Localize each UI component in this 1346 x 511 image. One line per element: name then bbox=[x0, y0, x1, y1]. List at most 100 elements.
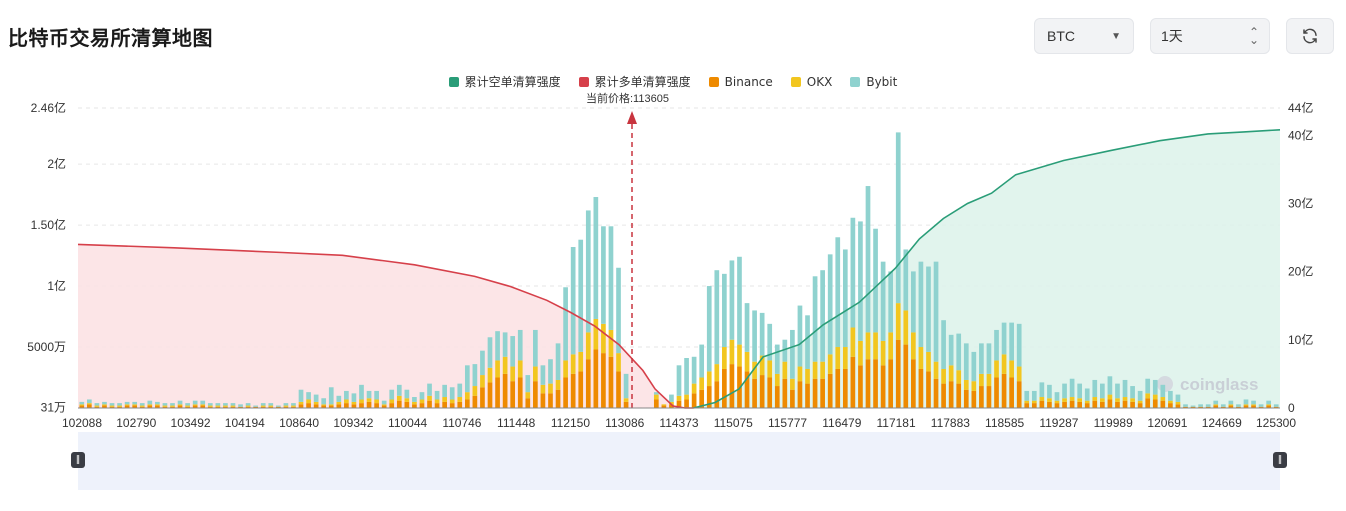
bar-bybit bbox=[200, 400, 206, 405]
bar-binance bbox=[714, 381, 720, 408]
bar-binance bbox=[487, 382, 493, 408]
bar-bybit bbox=[427, 383, 432, 396]
bar-okx bbox=[328, 404, 334, 406]
bar-okx bbox=[661, 404, 667, 406]
bar-binance bbox=[918, 368, 924, 408]
bar-okx bbox=[117, 405, 122, 407]
bar-bybit bbox=[676, 365, 682, 396]
legend-item[interactable]: Binance bbox=[708, 75, 773, 89]
bar-bybit bbox=[767, 323, 773, 361]
bar-binance bbox=[223, 406, 228, 408]
bar-binance bbox=[260, 406, 266, 408]
bar-bybit bbox=[374, 390, 379, 400]
bar-binance bbox=[850, 356, 856, 408]
bar-binance bbox=[1236, 406, 1241, 408]
bar-binance bbox=[653, 399, 659, 408]
bar-bybit bbox=[268, 403, 274, 406]
range-slider-track[interactable] bbox=[78, 432, 1280, 490]
bar-okx bbox=[759, 355, 765, 376]
bar-okx bbox=[744, 351, 750, 372]
legend-label: 累计多单清算强度 bbox=[594, 75, 691, 89]
bar-binance bbox=[419, 403, 425, 408]
range-slider-right-handle[interactable]: ‖ bbox=[1273, 452, 1287, 468]
bar-bybit bbox=[510, 336, 516, 367]
bar-okx bbox=[381, 404, 387, 406]
bar-bybit bbox=[480, 350, 485, 376]
bar-binance bbox=[1031, 403, 1037, 408]
bar-bybit bbox=[495, 331, 500, 361]
x-tick-label: 109342 bbox=[333, 416, 373, 430]
bar-binance bbox=[102, 405, 107, 408]
bar-binance bbox=[275, 406, 281, 408]
bar-okx bbox=[820, 361, 825, 379]
bar-bybit bbox=[147, 400, 153, 405]
y-right-tick-label: 0 bbox=[1288, 401, 1295, 415]
x-tick-label: 108640 bbox=[279, 416, 319, 430]
bar-okx bbox=[933, 361, 939, 379]
bar-bybit bbox=[994, 329, 999, 361]
bar-okx bbox=[177, 404, 183, 406]
bar-bybit bbox=[1107, 376, 1113, 395]
bar-bybit bbox=[139, 403, 145, 406]
bar-bybit bbox=[1152, 379, 1158, 395]
bar-binance bbox=[933, 378, 939, 408]
bar-okx bbox=[684, 394, 689, 400]
bar-binance bbox=[1190, 406, 1196, 408]
bar-bybit bbox=[1258, 404, 1264, 407]
bar-bybit bbox=[298, 389, 304, 402]
bar-bybit bbox=[774, 344, 780, 374]
legend-item[interactable]: OKX bbox=[790, 75, 832, 89]
bar-okx bbox=[767, 360, 773, 378]
refresh-button[interactable] bbox=[1286, 18, 1334, 54]
legend-item[interactable]: 累计空单清算强度 bbox=[448, 73, 561, 90]
bar-binance bbox=[1047, 401, 1052, 408]
bar-okx bbox=[593, 318, 599, 350]
bar-bybit bbox=[865, 186, 871, 333]
bar-bybit bbox=[1016, 323, 1022, 367]
bar-binance bbox=[253, 406, 258, 408]
bar-okx bbox=[963, 379, 969, 390]
chart-legend: 累计空单清算强度 累计多单清算强度 Binance OKX Bybit bbox=[0, 73, 1346, 90]
bar-okx bbox=[230, 405, 236, 407]
bar-okx bbox=[495, 360, 500, 378]
legend-item[interactable]: 累计多单清算强度 bbox=[578, 73, 691, 90]
bar-bybit bbox=[1213, 400, 1219, 405]
bar-bybit bbox=[404, 389, 410, 399]
bar-binance bbox=[858, 365, 863, 408]
bar-okx bbox=[1092, 397, 1098, 401]
bar-bybit bbox=[1115, 383, 1120, 399]
coin-select[interactable]: BTC ▼ bbox=[1034, 18, 1134, 54]
bar-bybit bbox=[185, 403, 190, 406]
updown-chevron-icon: ⌃ ⌄ bbox=[1248, 25, 1259, 47]
bar-okx bbox=[464, 392, 470, 400]
bar-okx bbox=[1069, 397, 1075, 401]
bar-binance bbox=[1243, 405, 1249, 408]
bar-bybit bbox=[102, 401, 107, 405]
bar-okx bbox=[109, 405, 115, 407]
bar-binance bbox=[162, 406, 168, 408]
bar-binance bbox=[381, 405, 387, 408]
bar-bybit bbox=[253, 405, 258, 407]
bar-binance bbox=[1100, 401, 1105, 408]
bar-bybit bbox=[472, 364, 478, 387]
bar-okx bbox=[374, 399, 379, 404]
legend-item[interactable]: Bybit bbox=[850, 75, 897, 89]
bar-binance bbox=[1205, 406, 1211, 408]
bar-okx bbox=[979, 373, 984, 387]
bar-binance bbox=[427, 400, 432, 408]
bar-bybit bbox=[722, 273, 727, 348]
bar-bybit bbox=[1175, 394, 1181, 402]
bar-bybit bbox=[888, 271, 894, 333]
bar-binance bbox=[774, 386, 780, 408]
bar-binance bbox=[185, 406, 190, 408]
bar-okx bbox=[162, 405, 168, 407]
bar-okx bbox=[790, 378, 795, 390]
bar-bybit bbox=[275, 405, 281, 407]
bar-binance bbox=[540, 393, 546, 408]
bar-okx bbox=[200, 404, 206, 406]
bar-bybit bbox=[933, 261, 939, 362]
range-slider-left-handle[interactable]: ‖ bbox=[71, 452, 85, 468]
bar-binance bbox=[578, 371, 584, 408]
period-select[interactable]: 1天 ⌃ ⌄ bbox=[1150, 18, 1270, 54]
bar-binance bbox=[979, 386, 984, 408]
